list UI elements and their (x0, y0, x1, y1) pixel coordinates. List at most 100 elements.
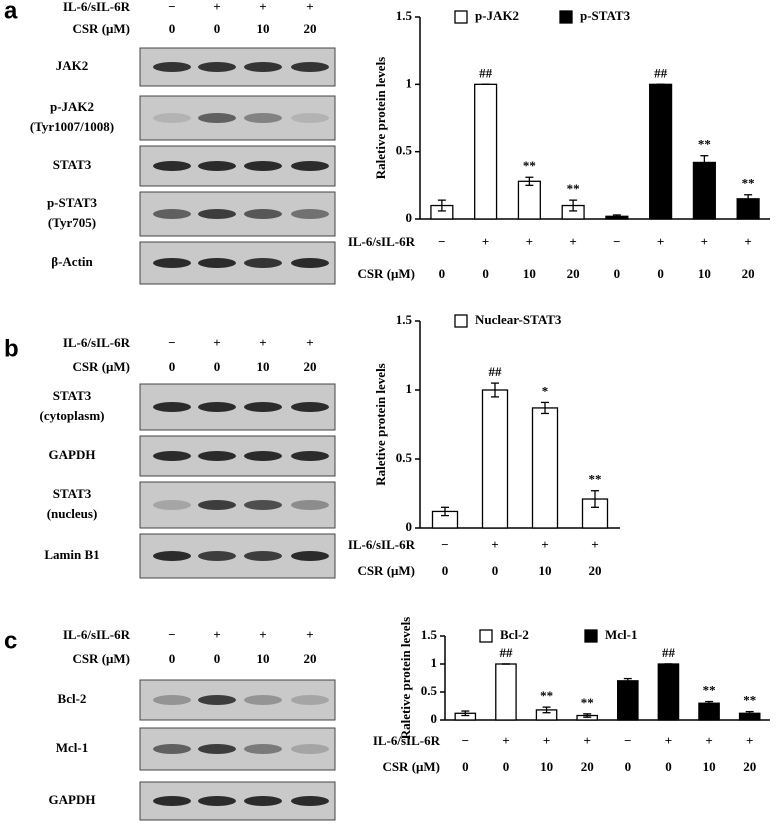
y-tick-label: 0.5 (396, 450, 413, 465)
row-value: 10 (540, 759, 553, 774)
blot-strip (139, 679, 336, 721)
row-value: 10 (257, 651, 270, 666)
error-bar (623, 677, 632, 684)
y-tick-label: 0 (431, 711, 438, 726)
significance-mark: ** (703, 683, 716, 698)
blot-band (153, 551, 191, 561)
bar (531, 407, 559, 529)
row-value: 10 (703, 759, 716, 774)
row-value: 20 (581, 759, 594, 774)
row-value: 10 (698, 266, 711, 281)
blot-band (153, 113, 191, 123)
band-label: (nucleus) (47, 506, 98, 521)
row-value: 0 (214, 359, 221, 374)
row-value: 0 (169, 359, 176, 374)
row-value: + (213, 627, 220, 642)
row-value: + (306, 335, 313, 350)
row-label: CSR (μM) (382, 759, 440, 774)
row-label: IL-6/sIL-6R (348, 537, 416, 552)
blot-band (153, 62, 191, 72)
error-bar (491, 382, 499, 398)
blot-band (153, 161, 191, 171)
y-tick-label: 0 (406, 210, 413, 225)
row-value: 0 (442, 563, 449, 578)
blot-band (198, 258, 236, 268)
bar (698, 702, 720, 721)
bar (495, 663, 517, 721)
row-value: 10 (523, 266, 536, 281)
row-value: 20 (304, 359, 317, 374)
blot-band (153, 402, 191, 412)
blot-band (291, 113, 329, 123)
row-value: + (665, 733, 672, 748)
y-axis-label: Raletive protein levels (398, 617, 413, 740)
row-value: + (213, 335, 220, 350)
row-value: − (168, 627, 175, 642)
row-value: + (482, 234, 489, 249)
blot-band (153, 744, 191, 754)
row-value: + (259, 0, 266, 14)
row-value: 20 (743, 759, 756, 774)
significance-mark: ** (567, 181, 580, 196)
blot-band (244, 744, 282, 754)
blot-band (291, 258, 329, 268)
row-label: IL-6/sIL-6R (348, 234, 416, 249)
row-value: + (306, 0, 313, 14)
row-value: 0 (492, 563, 499, 578)
bar (657, 663, 680, 721)
blot-band (153, 796, 191, 806)
significance-mark: ** (742, 176, 755, 191)
legend-label: Bcl-2 (500, 627, 529, 642)
blot-strip (139, 481, 336, 529)
y-tick-label: 0.5 (396, 143, 413, 158)
significance-mark: ## (662, 645, 676, 660)
significance-mark: ** (540, 688, 553, 703)
row-value: 0 (482, 266, 489, 281)
band-label: p-JAK2 (50, 99, 94, 114)
error-bar (437, 199, 446, 212)
blot-band (291, 209, 329, 219)
significance-mark: * (542, 383, 549, 398)
row-value: + (746, 733, 753, 748)
blot-band (244, 695, 282, 705)
band-label: (cytoplasm) (40, 408, 105, 423)
legend-swatch (454, 10, 468, 24)
row-value: 0 (214, 21, 221, 36)
significance-mark: ## (499, 645, 513, 660)
legend-label: p-JAK2 (475, 8, 519, 23)
band-label: STAT3 (53, 388, 92, 403)
y-tick-label: 1.5 (396, 312, 413, 327)
blot-band (291, 500, 329, 510)
row-value: 0 (503, 759, 510, 774)
row-value: − (168, 0, 175, 14)
blot-band (291, 744, 329, 754)
error-bar (541, 401, 549, 415)
blot-band (244, 551, 282, 561)
error-bar (441, 506, 449, 517)
y-tick-label: 1 (406, 75, 413, 90)
legend-label: Nuclear-STAT3 (475, 312, 562, 327)
band-label: Lamin B1 (44, 547, 99, 562)
blot-band (198, 62, 236, 72)
row-label: IL-6/sIL-6R (63, 335, 131, 350)
blot-band (198, 695, 236, 705)
band-label: β-Actin (51, 254, 93, 269)
bar (692, 161, 716, 220)
row-label: IL-6/sIL-6R (373, 733, 441, 748)
blot-band (244, 161, 282, 171)
y-axis-label: Raletive protein levels (373, 363, 388, 486)
row-value: + (701, 234, 708, 249)
error-bar (745, 710, 754, 716)
blot-band (198, 209, 236, 219)
legend-swatch (584, 629, 598, 643)
row-value: 0 (214, 651, 221, 666)
row-label: CSR (μM) (72, 651, 130, 666)
bar (617, 680, 639, 721)
error-bar (583, 713, 592, 718)
legend-swatch (559, 10, 573, 24)
bar (481, 389, 509, 529)
row-value: 20 (304, 21, 317, 36)
row-value: + (569, 234, 576, 249)
blot-band (291, 62, 329, 72)
blot-band (244, 209, 282, 219)
